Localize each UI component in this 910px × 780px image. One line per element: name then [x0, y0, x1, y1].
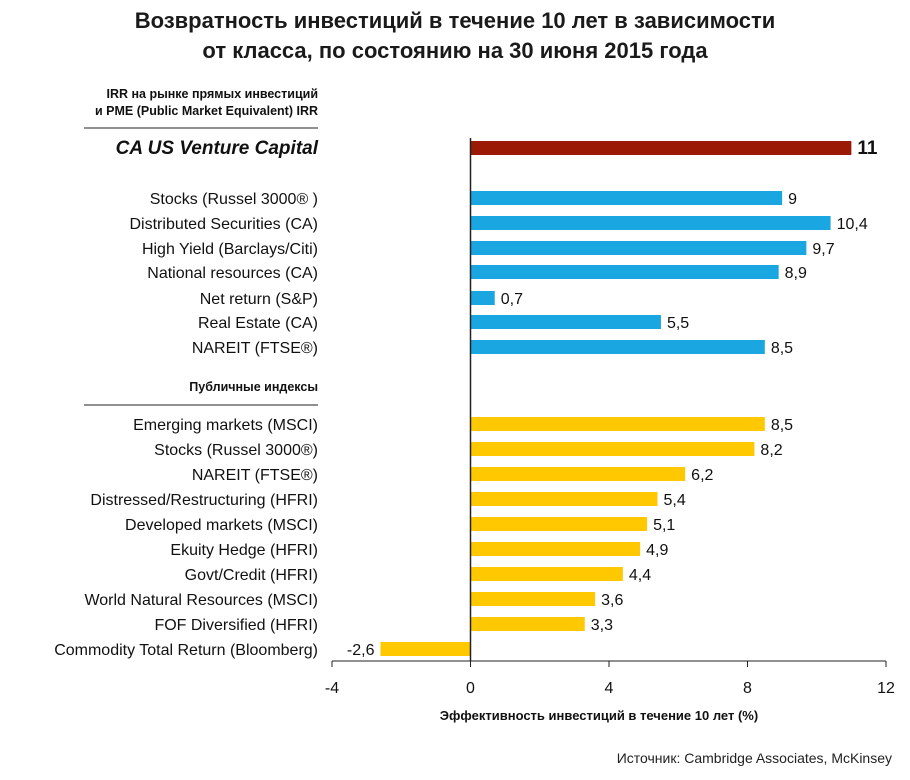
- value-label: 9: [788, 191, 797, 208]
- chart-title-line-2: от класса, по состоянию на 30 июня 2015 …: [202, 38, 708, 63]
- value-label: 3,6: [601, 592, 623, 609]
- bar: [470, 442, 755, 456]
- bar: [470, 315, 661, 329]
- bar: [470, 265, 779, 279]
- source-note: Источник: Cambridge Associates, McKinsey: [616, 750, 892, 766]
- value-label: 5,4: [663, 492, 685, 509]
- value-label: 0,7: [501, 291, 523, 308]
- value-label: 5,5: [667, 315, 689, 332]
- value-label: 11: [857, 138, 878, 159]
- category-label: Commodity Total Return (Bloomberg): [54, 642, 318, 659]
- category-label: Emerging markets (MSCI): [133, 417, 318, 434]
- value-label: 8,2: [760, 442, 782, 459]
- x-tick-label: 8: [743, 680, 752, 697]
- value-label: 8,5: [771, 340, 793, 357]
- group-header-line: Публичные индексы: [189, 380, 318, 394]
- bar: [380, 642, 471, 656]
- bar: [470, 567, 623, 581]
- category-label: High Yield (Barclays/Citi): [142, 241, 318, 258]
- bar: [470, 467, 686, 481]
- value-label: 5,1: [653, 517, 675, 534]
- category-label: Ekuity Hedge (HFRI): [170, 542, 318, 559]
- value-label: 9,7: [812, 241, 834, 258]
- value-label: 4,9: [646, 542, 668, 559]
- bar: [470, 542, 641, 556]
- bar: [470, 492, 658, 506]
- category-label: CA US Venture Capital: [116, 138, 319, 159]
- bar: [470, 517, 648, 531]
- value-label: 3,3: [591, 617, 613, 634]
- bar: [470, 417, 765, 431]
- category-label: Stocks (Russel 3000® ): [150, 191, 318, 208]
- x-tick-label: 4: [605, 680, 614, 697]
- bar: [470, 191, 783, 205]
- category-label: Stocks (Russel 3000®): [154, 442, 318, 459]
- bar: [470, 340, 765, 354]
- category-label: NAREIT (FTSE®): [192, 467, 318, 484]
- x-tick-label: 0: [466, 680, 475, 697]
- category-label: FOF Diversified (HFRI): [154, 617, 318, 634]
- category-label: Govt/Credit (HFRI): [185, 567, 318, 584]
- value-label: 10,4: [837, 216, 868, 233]
- group-header-line: IRR на рынке прямых инвестиций: [106, 87, 318, 101]
- bar: [470, 617, 585, 631]
- value-label: 8,5: [771, 417, 793, 434]
- category-label: Real Estate (CA): [198, 315, 318, 332]
- bar: [470, 241, 807, 255]
- category-label: NAREIT (FTSE®): [192, 340, 318, 357]
- x-tick-label: -4: [325, 680, 339, 697]
- group-header-line: и PME (Public Market Equivalent) IRR: [95, 104, 318, 118]
- bar: [470, 291, 495, 305]
- value-label: 4,4: [629, 567, 651, 584]
- x-tick-label: 12: [877, 680, 895, 697]
- x-axis-title: Эффективность инвестиций в течение 10 ле…: [440, 708, 758, 723]
- bar: [470, 216, 831, 230]
- bar: [470, 141, 852, 155]
- category-label: National resources (CA): [147, 265, 318, 282]
- bar: [470, 592, 596, 606]
- value-label: -2,6: [347, 642, 375, 659]
- category-label: Distributed Securities (CA): [130, 216, 319, 233]
- category-label: Net return (S&P): [200, 291, 318, 308]
- value-label: 8,9: [785, 265, 807, 282]
- chart-title-line-1: Возвратность инвестиций в течение 10 лет…: [134, 8, 776, 33]
- category-label: World Natural Resources (MSCI): [84, 592, 318, 609]
- category-label: Distressed/Restructuring (HFRI): [90, 492, 318, 509]
- value-label: 6,2: [691, 467, 713, 484]
- category-label: Developed markets (MSCI): [125, 517, 318, 534]
